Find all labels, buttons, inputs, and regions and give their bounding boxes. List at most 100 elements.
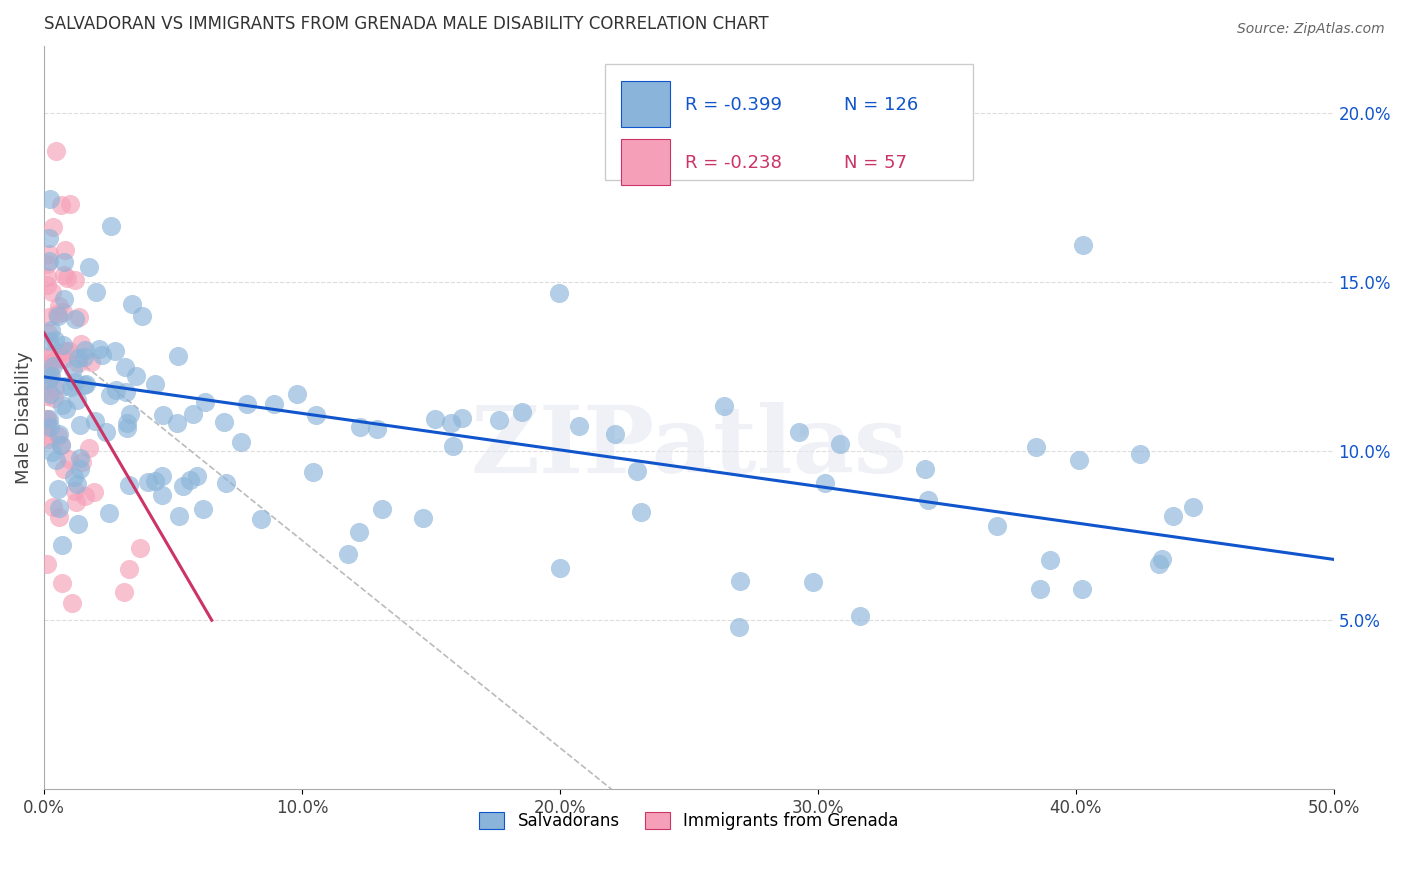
Point — [63, 469, 86, 483]
Point — [263, 397, 285, 411]
Point — [70, 455, 93, 469]
Point — [104, 383, 127, 397]
Legend: Salvadorans, Immigrants from Grenada: Salvadorans, Immigrants from Grenada — [472, 805, 905, 837]
Point — [69, 337, 91, 351]
Point — [46, 350, 69, 364]
Point — [214, 476, 236, 491]
Point — [73, 490, 96, 504]
Point — [45, 453, 67, 467]
Point — [104, 343, 127, 358]
Point — [349, 420, 371, 434]
Point — [52, 378, 75, 392]
Point — [814, 475, 837, 490]
Point — [52, 268, 75, 283]
Point — [121, 296, 143, 310]
Point — [76, 376, 98, 391]
Point — [337, 547, 360, 561]
Point — [1181, 500, 1204, 514]
FancyBboxPatch shape — [620, 139, 669, 186]
Point — [53, 292, 76, 306]
Point — [917, 493, 939, 508]
Point — [49, 198, 72, 212]
Point — [41, 355, 63, 369]
Point — [914, 462, 936, 476]
Point — [52, 305, 75, 319]
Point — [38, 231, 60, 245]
Point — [605, 427, 627, 442]
Point — [1149, 558, 1171, 572]
Point — [60, 380, 83, 394]
Point — [568, 419, 591, 434]
Point — [35, 352, 58, 367]
Point — [48, 510, 70, 524]
Point — [35, 412, 58, 426]
Y-axis label: Male Disability: Male Disability — [15, 351, 32, 483]
Point — [39, 323, 62, 337]
Point — [150, 469, 173, 483]
Point — [112, 584, 135, 599]
Point — [1067, 452, 1090, 467]
Point — [53, 344, 76, 359]
FancyBboxPatch shape — [620, 81, 669, 128]
Point — [90, 348, 112, 362]
Point — [150, 488, 173, 502]
Point — [94, 425, 117, 440]
Point — [728, 574, 751, 588]
Text: R = -0.399: R = -0.399 — [685, 96, 782, 114]
Point — [59, 197, 82, 211]
Point — [49, 438, 72, 452]
Point — [115, 416, 138, 430]
Point — [440, 416, 463, 430]
Text: N = 57: N = 57 — [844, 154, 907, 172]
Point — [52, 351, 75, 366]
Point — [56, 271, 79, 285]
Point — [510, 405, 533, 419]
Point — [152, 408, 174, 422]
Point — [73, 378, 96, 392]
Point — [41, 445, 63, 459]
Point — [186, 468, 208, 483]
Point — [129, 541, 152, 556]
Point — [1129, 447, 1152, 461]
Point — [46, 482, 69, 496]
Point — [35, 558, 58, 572]
Point — [66, 476, 89, 491]
Point — [830, 437, 852, 451]
Point — [37, 269, 59, 284]
Point — [83, 485, 105, 500]
Point — [548, 286, 571, 301]
Point — [249, 512, 271, 526]
Point — [69, 461, 91, 475]
Point — [77, 260, 100, 275]
Point — [51, 575, 73, 590]
Point — [114, 360, 136, 375]
Point — [45, 145, 67, 159]
Point — [84, 414, 107, 428]
Point — [100, 388, 122, 402]
Point — [38, 247, 60, 261]
Point — [41, 285, 63, 300]
Point — [75, 343, 97, 357]
Point — [167, 508, 190, 523]
Point — [38, 419, 60, 434]
Point — [39, 366, 62, 380]
Point — [51, 398, 73, 412]
Point — [48, 500, 70, 515]
Point — [115, 421, 138, 435]
Point — [118, 562, 141, 576]
Point — [73, 350, 96, 364]
Point — [1071, 582, 1094, 596]
Point — [60, 596, 83, 610]
Point — [412, 511, 434, 525]
Point — [548, 561, 571, 575]
Point — [179, 473, 201, 487]
Point — [65, 483, 87, 498]
Point — [63, 273, 86, 287]
Point — [728, 620, 751, 634]
Point — [371, 501, 394, 516]
Point — [366, 422, 388, 436]
Point — [38, 372, 60, 386]
Point — [46, 428, 69, 442]
Point — [118, 407, 141, 421]
Point — [35, 428, 58, 442]
